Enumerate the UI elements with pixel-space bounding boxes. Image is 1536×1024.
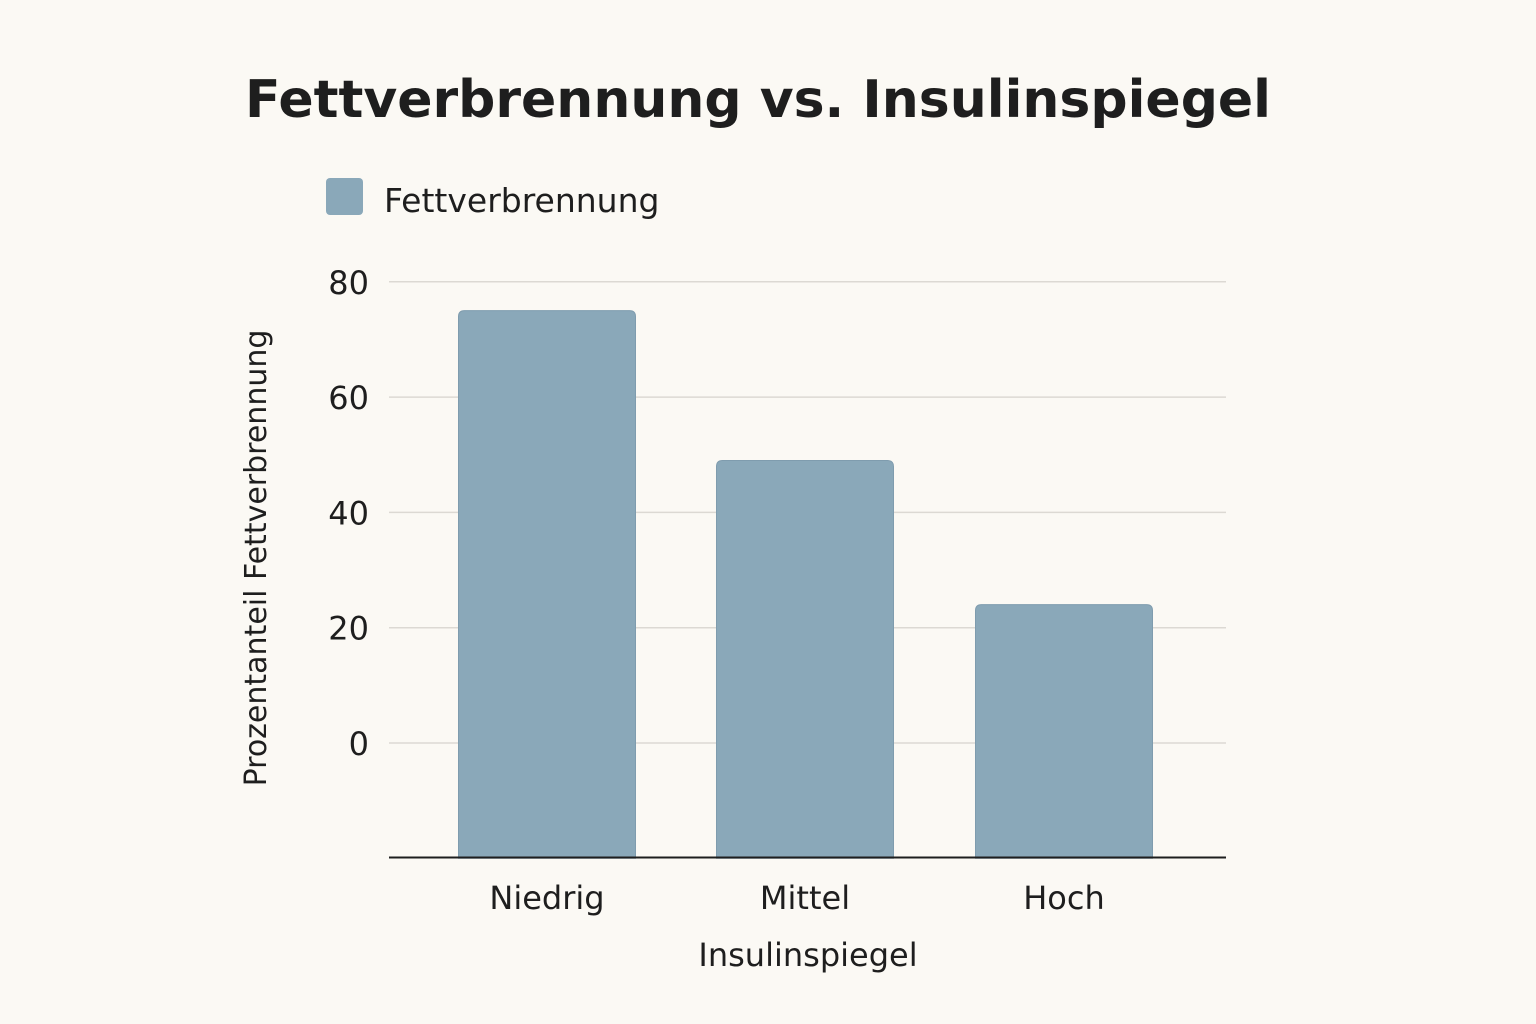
bar-niedrig bbox=[458, 310, 636, 859]
legend-label: Fettverbrennung bbox=[384, 181, 659, 220]
x-tick-label: Mittel bbox=[760, 879, 850, 917]
x-tick-label: Hoch bbox=[1023, 879, 1105, 917]
bars bbox=[458, 310, 1153, 859]
y-axis-label: Prozentanteil Fettverbrennung bbox=[239, 330, 274, 787]
y-tick-label: 40 bbox=[328, 494, 369, 532]
y-tick-label: 60 bbox=[328, 379, 369, 417]
y-tick-label: 20 bbox=[328, 610, 369, 648]
legend: Fettverbrennung bbox=[326, 178, 659, 220]
y-tick-label: 0 bbox=[349, 725, 369, 763]
legend-swatch bbox=[326, 178, 363, 215]
bar-mittel bbox=[716, 460, 894, 859]
x-axis-label: Insulinspiegel bbox=[698, 936, 917, 974]
x-tick-labels: Niedrig Mittel Hoch bbox=[489, 879, 1104, 917]
bar-hoch bbox=[975, 604, 1153, 859]
y-tick-label: 80 bbox=[328, 264, 369, 302]
x-tick-label: Niedrig bbox=[489, 879, 604, 917]
y-tick-labels: 0 20 40 60 80 bbox=[328, 264, 369, 763]
chart-title: Fettverbrennung vs. Insulinspiegel bbox=[245, 70, 1271, 130]
